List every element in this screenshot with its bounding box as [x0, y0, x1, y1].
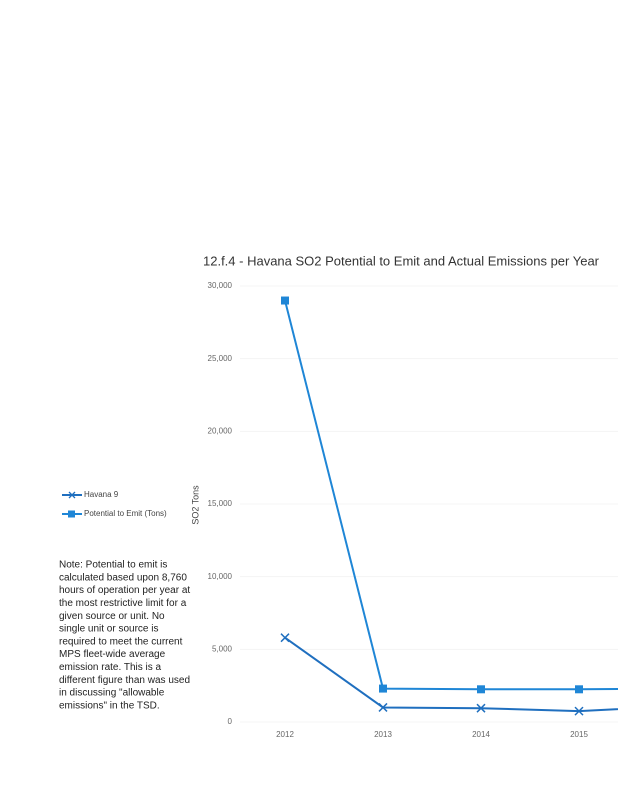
y-axis-label: SO2 Tons: [190, 485, 200, 525]
marker: [477, 685, 485, 694]
chart-title: 12.f.4 - Havana SO2 Potential to Emit an…: [203, 253, 600, 268]
y-tick-label: 5,000: [212, 644, 233, 653]
note-line: hours of operation per year at: [59, 585, 190, 596]
marker: [476, 703, 486, 713]
note-line: calculated based upon 8,760: [59, 572, 187, 583]
legend-label: Potential to Emit (Tons): [84, 509, 167, 518]
x-tick-label: 2014: [472, 730, 490, 739]
marker: [574, 706, 584, 716]
y-tick-label: 10,000: [208, 572, 233, 581]
note-line: required to meet the current: [59, 636, 183, 647]
x-tick-label: 2013: [374, 730, 392, 739]
marker: [379, 684, 387, 693]
legend-marker: [68, 510, 75, 518]
series-line: [284, 636, 618, 713]
note-line: emissions" in the TSD.: [59, 700, 160, 711]
note-line: single unit or source is: [59, 624, 159, 635]
note-line: emission rate. This is a: [59, 662, 162, 673]
marker: [281, 296, 289, 305]
y-tick-label: 25,000: [208, 354, 233, 363]
y-tick-label: 0: [228, 717, 233, 726]
y-tick-label: 15,000: [208, 499, 233, 508]
y-tick-label: 30,000: [208, 281, 233, 290]
note-line: in discussing "allowable: [59, 688, 165, 699]
y-tick-label: 20,000: [208, 426, 233, 435]
legend-marker: [68, 491, 76, 499]
note-line: Note: Potential to emit is: [59, 560, 167, 571]
marker: [280, 633, 290, 643]
note-line: given source or unit. No: [59, 611, 165, 622]
note-line: MPS fleet-wide average: [59, 649, 166, 660]
legend-label: Havana 9: [84, 490, 119, 499]
note-line: different figure than was used: [59, 675, 190, 686]
x-tick-label: 2015: [570, 730, 588, 739]
x-tick-label: 2012: [276, 730, 294, 739]
note-line: the most restrictive limit for a: [59, 598, 187, 609]
marker: [575, 685, 583, 694]
marker: [378, 702, 388, 712]
